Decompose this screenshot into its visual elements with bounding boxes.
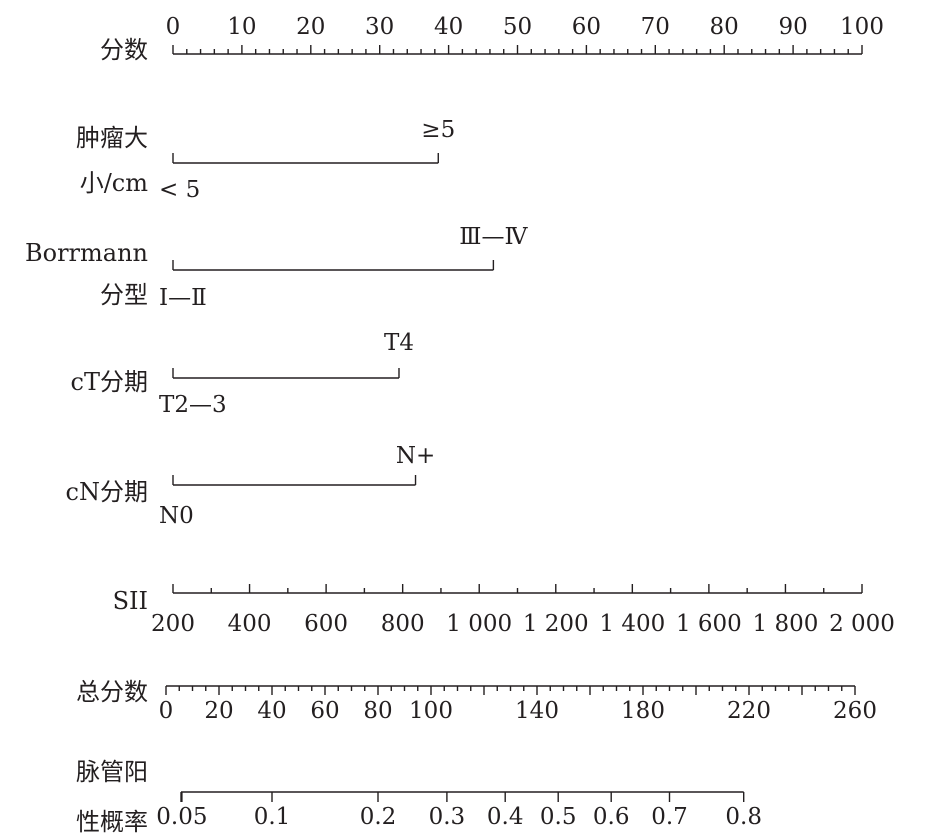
- sii-tick-label: 1 600: [676, 611, 742, 637]
- sii-axis-group: 200 400 600 800 1 000 1 200 1 400 1 600 1 800 2 0…: [113, 584, 895, 637]
- points-tick-label: 60: [572, 14, 601, 40]
- total-tick-label: 80: [363, 698, 392, 724]
- probability-axis-label: 脉管阳: [76, 758, 148, 786]
- probability-tick-label: 0.8: [725, 804, 762, 830]
- sii-tick-label: 800: [381, 611, 425, 637]
- sii-axis-label: SII: [113, 587, 148, 615]
- sii-tick-label: 600: [304, 611, 348, 637]
- probability-tick-label: 0.5: [540, 804, 577, 830]
- points-tick-label: 80: [710, 14, 739, 40]
- total-tick-label: 100: [409, 698, 453, 724]
- points-tick-label: 50: [503, 14, 532, 40]
- total-tick-label: 220: [727, 698, 771, 724]
- points-tick-label: 90: [778, 14, 807, 40]
- variable-level-label: T4: [384, 330, 414, 356]
- variable-name-label: cT分期: [71, 368, 148, 396]
- probability-tick-label: 0.4: [487, 804, 524, 830]
- total-axis-label: 总分数: [76, 678, 148, 706]
- total-tick-label: 0: [159, 698, 174, 724]
- variable-level-label: Ⅰ—Ⅱ: [159, 285, 207, 311]
- variable-level-label: T2—3: [159, 392, 227, 418]
- points-tick-label: 20: [296, 14, 325, 40]
- sii-tick-label: 400: [228, 611, 272, 637]
- sii-tick-label: 1 400: [599, 611, 665, 637]
- variable-level-label: < 5: [159, 177, 200, 203]
- points-tick-label: 100: [840, 14, 884, 40]
- sii-tick-label: 200: [151, 611, 195, 637]
- probability-axis-label: 性概率: [76, 808, 148, 836]
- points-tick-label: 70: [641, 14, 670, 40]
- sii-tick-label: 1 200: [523, 611, 589, 637]
- variable-name-label: 小/cm: [80, 169, 149, 197]
- total-tick-label: 60: [310, 698, 339, 724]
- variable-name-label: 肿瘤大: [76, 124, 148, 152]
- total-tick-label: 140: [515, 698, 559, 724]
- variable-level-label: N+: [396, 443, 435, 469]
- variable-level-label: ≥5: [421, 117, 455, 143]
- variable-name-label: Borrmann: [25, 239, 148, 267]
- probability-tick-label: 0.6: [593, 804, 630, 830]
- probability-tick-label: 0.05: [156, 804, 207, 830]
- variable-name-label: cN分期: [66, 478, 148, 506]
- sii-tick-label: 1 800: [753, 611, 819, 637]
- total-tick-label: 40: [257, 698, 286, 724]
- points-tick-label: 0: [166, 14, 181, 40]
- probability-tick-label: 0.3: [429, 804, 466, 830]
- total-tick-label: 20: [204, 698, 233, 724]
- probability-tick-label: 0.2: [360, 804, 397, 830]
- sii-tick-label: 2 000: [829, 611, 895, 637]
- points-axis-group: 0 10 20 30 40 50 60 70 80 90 100 分数: [100, 14, 884, 64]
- points-axis-label: 分数: [100, 36, 148, 64]
- total-points-axis-group: 0 20 40 60 80 100 140 180 220 260 总分数: [76, 678, 877, 724]
- points-tick-label: 40: [434, 14, 463, 40]
- points-tick-label: 10: [227, 14, 256, 40]
- probability-tick-label: 0.1: [254, 804, 291, 830]
- probability-tick-label: 0.7: [651, 804, 688, 830]
- sii-tick-label: 1 000: [446, 611, 512, 637]
- total-tick-label: 260: [833, 698, 877, 724]
- points-tick-label: 30: [365, 14, 394, 40]
- variable-level-label: Ⅲ—Ⅳ: [459, 224, 528, 250]
- variable-level-label: N0: [159, 503, 194, 529]
- variable-name-label: 分型: [100, 281, 148, 309]
- total-tick-label: 180: [621, 698, 665, 724]
